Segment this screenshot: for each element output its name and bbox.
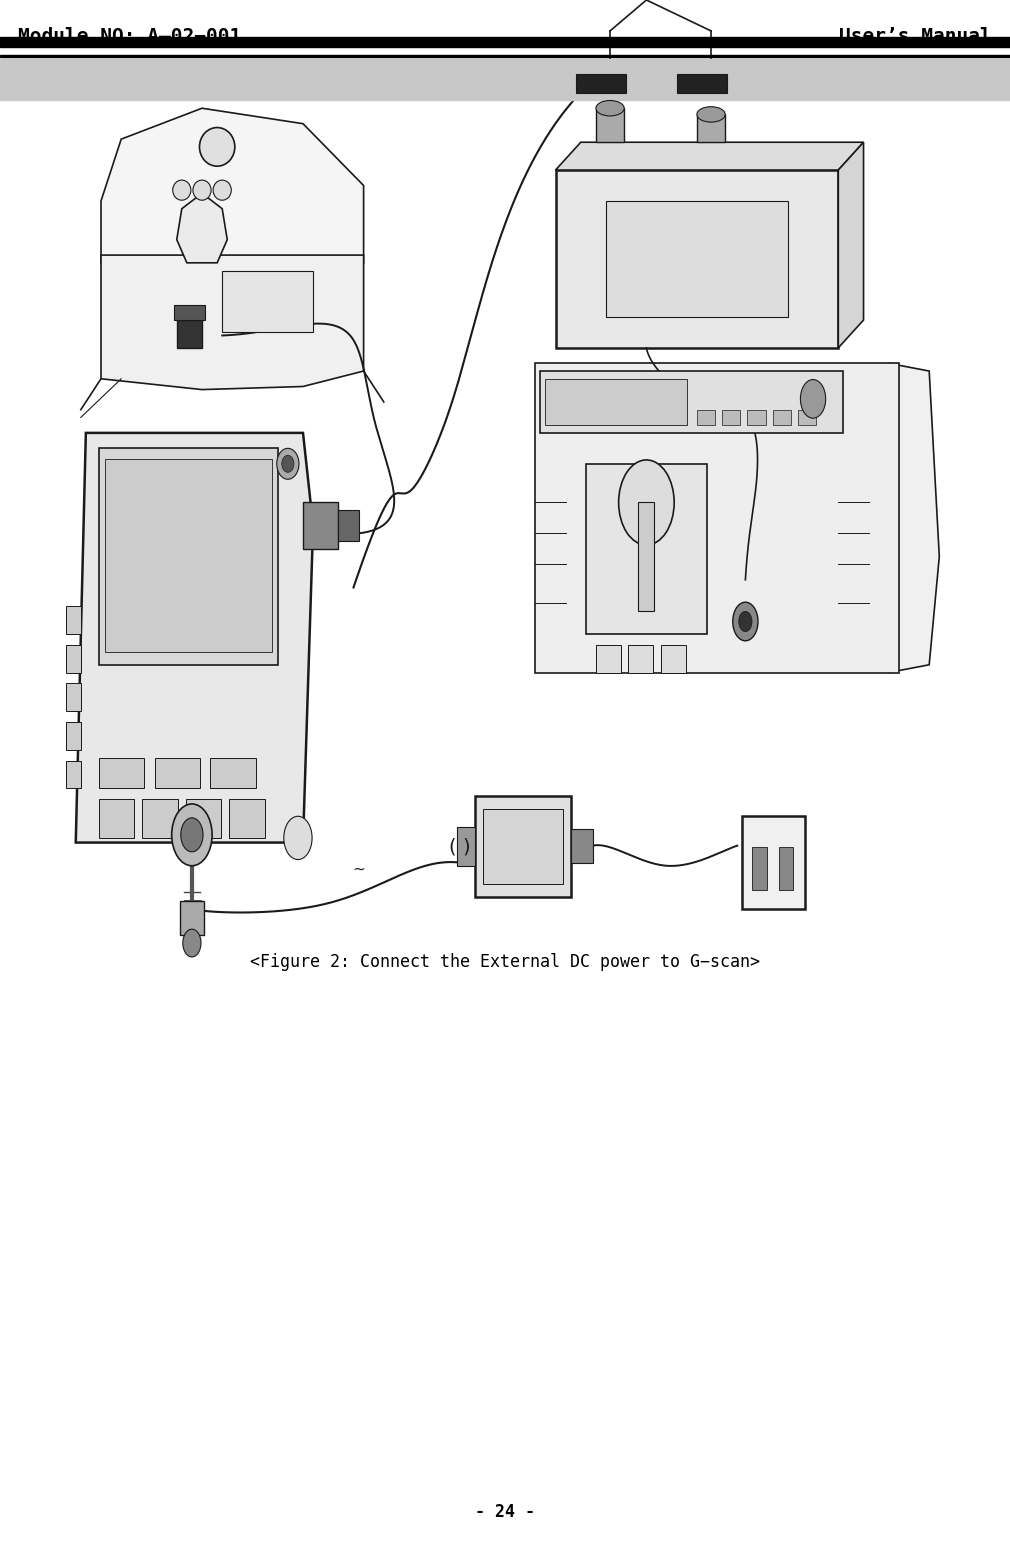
Text: - 24 -: - 24 - bbox=[475, 1503, 535, 1521]
Bar bbox=[105, 459, 272, 652]
Ellipse shape bbox=[284, 816, 312, 860]
Bar bbox=[0, 56, 1010, 57]
Text: How to connect the external power: How to connect the external power bbox=[18, 70, 434, 90]
Polygon shape bbox=[889, 363, 939, 673]
Polygon shape bbox=[101, 108, 364, 263]
Bar bbox=[222, 271, 313, 332]
Ellipse shape bbox=[801, 380, 826, 419]
Bar bbox=[661, 645, 686, 673]
Ellipse shape bbox=[618, 461, 675, 546]
Bar bbox=[722, 410, 740, 425]
Polygon shape bbox=[99, 448, 278, 665]
Bar bbox=[697, 114, 725, 142]
Bar bbox=[0, 59, 1010, 100]
Bar bbox=[184, 918, 202, 923]
Bar bbox=[747, 410, 766, 425]
Ellipse shape bbox=[200, 128, 234, 167]
Ellipse shape bbox=[738, 612, 751, 632]
Bar bbox=[184, 900, 202, 904]
Bar bbox=[184, 906, 202, 911]
Ellipse shape bbox=[193, 181, 211, 199]
Bar bbox=[66, 606, 81, 634]
Bar bbox=[638, 502, 654, 611]
Ellipse shape bbox=[183, 929, 201, 957]
Bar bbox=[596, 108, 624, 142]
Text: User’s Manual: User’s Manual bbox=[839, 26, 992, 46]
Bar bbox=[677, 74, 727, 93]
Polygon shape bbox=[101, 255, 364, 390]
Bar bbox=[773, 410, 791, 425]
Bar bbox=[174, 305, 205, 320]
Ellipse shape bbox=[733, 603, 759, 642]
Bar bbox=[184, 912, 202, 917]
Ellipse shape bbox=[697, 107, 725, 122]
Bar bbox=[99, 758, 144, 788]
Text: Module NO: A‒02−001: Module NO: A‒02−001 bbox=[18, 26, 241, 46]
Bar bbox=[779, 847, 793, 890]
Text: ): ) bbox=[463, 838, 471, 856]
Bar bbox=[483, 809, 563, 884]
Bar bbox=[545, 379, 687, 425]
Bar bbox=[142, 799, 178, 838]
Bar bbox=[742, 816, 805, 909]
Text: ~: ~ bbox=[352, 861, 365, 877]
Bar bbox=[540, 371, 843, 433]
Bar bbox=[184, 925, 202, 929]
Ellipse shape bbox=[282, 456, 294, 473]
Polygon shape bbox=[838, 142, 864, 348]
Polygon shape bbox=[76, 433, 313, 843]
Bar bbox=[697, 410, 715, 425]
Bar bbox=[628, 645, 653, 673]
Ellipse shape bbox=[173, 181, 191, 199]
Bar bbox=[475, 796, 571, 897]
Bar bbox=[586, 464, 707, 634]
Bar bbox=[0, 37, 1010, 48]
Bar bbox=[180, 901, 204, 935]
Bar bbox=[576, 74, 626, 93]
Bar bbox=[177, 320, 202, 348]
Polygon shape bbox=[556, 142, 864, 170]
Bar bbox=[338, 510, 359, 541]
Bar bbox=[535, 363, 899, 673]
Bar bbox=[556, 170, 838, 348]
Ellipse shape bbox=[277, 448, 299, 479]
Bar bbox=[210, 758, 256, 788]
Ellipse shape bbox=[181, 818, 203, 852]
Bar bbox=[752, 847, 767, 890]
Bar bbox=[155, 758, 200, 788]
Bar bbox=[66, 645, 81, 673]
Bar bbox=[229, 799, 265, 838]
Text: (: ( bbox=[448, 838, 457, 856]
Bar bbox=[66, 722, 81, 750]
Bar bbox=[798, 410, 816, 425]
Bar bbox=[66, 683, 81, 711]
Bar bbox=[66, 761, 81, 788]
Bar bbox=[186, 799, 221, 838]
Bar bbox=[457, 827, 475, 866]
Bar bbox=[99, 799, 134, 838]
Ellipse shape bbox=[172, 804, 212, 866]
Bar bbox=[571, 829, 593, 863]
Ellipse shape bbox=[596, 100, 624, 116]
Ellipse shape bbox=[213, 181, 231, 199]
Bar bbox=[606, 201, 788, 317]
Bar bbox=[303, 502, 338, 549]
Polygon shape bbox=[177, 193, 227, 263]
Bar bbox=[596, 645, 621, 673]
Text: <Figure 2: Connect the External DC power to G−scan>: <Figure 2: Connect the External DC power… bbox=[250, 952, 760, 971]
